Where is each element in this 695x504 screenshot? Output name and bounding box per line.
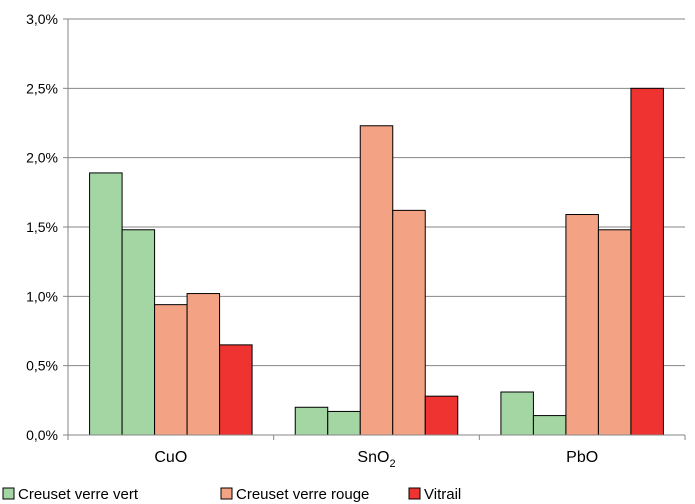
legend-swatch [220,487,233,500]
bar-vitrail [219,344,253,436]
bar-creuset-verre-vert [89,172,123,436]
x-category-label: CuO [154,449,187,466]
bar-creuset-verre-vert [500,391,534,436]
bar-vitrail [630,87,664,436]
y-tick-label: 2,0% [26,150,58,166]
legend-swatch [408,487,421,500]
legend: Creuset verre vert Creuset verre rouge Vit… [2,486,461,503]
x-axis: CuO SnO2 PbO [67,434,686,470]
category-name: SnO [357,449,389,466]
bar-creuset-verre-rouge [597,229,632,436]
bar-creuset-verre-rouge [186,293,221,436]
category-name: CuO [154,449,187,466]
category-subscript: 2 [389,458,395,470]
bar-creuset-verre-rouge [154,304,188,436]
bar-creuset-verre-vert [294,406,329,436]
bar-creuset-verre-rouge [359,125,394,436]
y-axis: 0,0% 0,5% 1,0% 1,5% 2,0% 2,5% 3,0% [26,11,69,443]
x-category-label: PbO [566,449,598,466]
y-tick-label: 1,5% [26,219,58,235]
bars [89,87,664,436]
legend-label: Vitrail [424,486,461,503]
bar-creuset-verre-vert [327,410,361,436]
y-tick-label: 0,5% [26,358,58,374]
bar-creuset-verre-rouge [392,209,426,436]
y-tick-label: 2,5% [26,80,58,96]
x-category-label: SnO2 [357,449,395,470]
bar-creuset-verre-rouge [565,214,599,436]
y-tick-label: 0,0% [26,427,58,443]
bar-creuset-verre-vert [121,229,156,436]
legend-label: Creuset verre vert [18,486,139,503]
legend-label: Creuset verre rouge [236,486,369,503]
y-tick-label: 1,0% [26,288,58,304]
legend-swatch [2,487,15,500]
bar-vitrail [424,395,459,436]
category-name: PbO [566,449,598,466]
bar-creuset-verre-vert [532,415,567,436]
y-tick-label: 3,0% [26,11,58,27]
